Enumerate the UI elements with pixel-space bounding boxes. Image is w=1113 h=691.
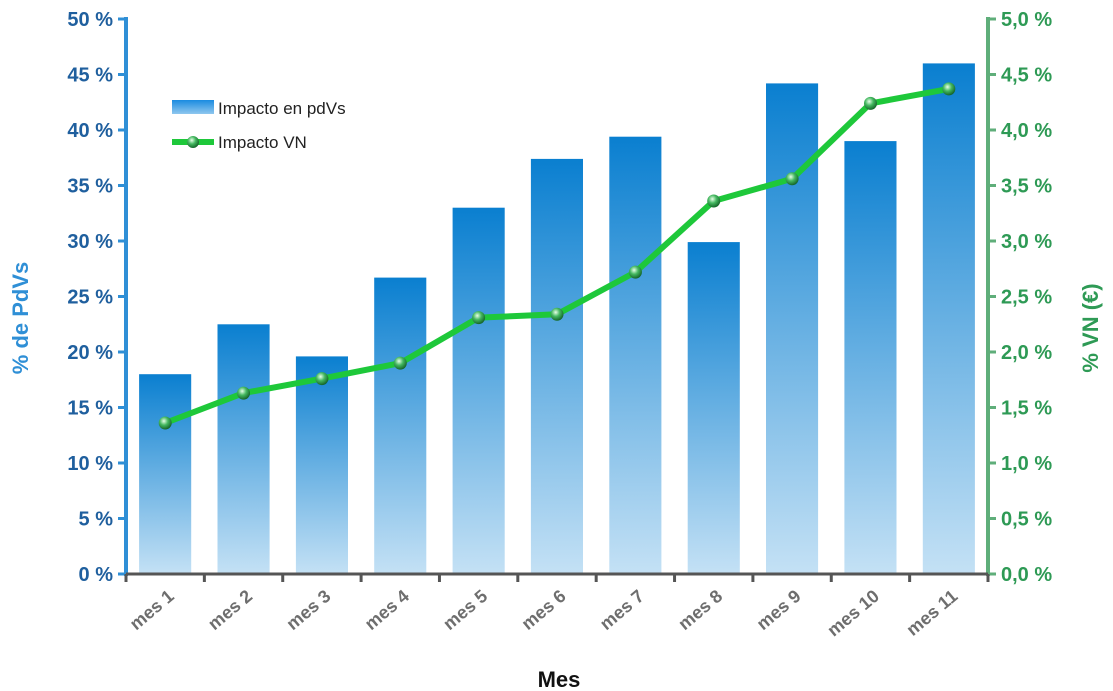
y-left-tick-label: 50 %	[67, 9, 113, 31]
vn-point-7	[628, 265, 642, 279]
y-axis-right-title: % VN (€)	[1078, 283, 1103, 372]
bar-2	[217, 324, 270, 575]
y-left-tick-label: 45 %	[67, 65, 113, 87]
y-right-tick-label: 5,0 %	[1001, 9, 1052, 31]
y-right-tick-label: 3,5 %	[1001, 176, 1052, 198]
bar-1	[139, 374, 192, 574]
legend-swatch-bars	[172, 100, 214, 114]
vn-point-5	[472, 311, 486, 325]
bar-4	[374, 277, 427, 574]
vn-point-4	[393, 356, 407, 370]
x-tick-label: mes 8	[674, 586, 726, 634]
bar-6	[530, 158, 583, 574]
y-axis-left-title: % de PdVs	[8, 262, 33, 374]
x-axis-title: Mes	[538, 667, 581, 691]
y-left-tick-label: 25 %	[67, 287, 113, 309]
y-left-tick-label: 15 %	[67, 398, 113, 420]
bar-7	[609, 136, 662, 574]
y-left-tick-label: 5 %	[79, 509, 114, 531]
x-tick-label: mes 9	[753, 586, 805, 634]
y-right-tick-label: 0,5 %	[1001, 509, 1052, 531]
bar-series	[139, 63, 975, 575]
y-right-tick-label: 4,0 %	[1001, 120, 1052, 142]
vn-point-9	[785, 172, 799, 186]
y-left-tick-label: 20 %	[67, 342, 113, 364]
vn-point-1	[158, 416, 172, 430]
x-tick-label: mes 7	[596, 586, 648, 634]
x-tick-label: mes 11	[903, 586, 962, 640]
bar-11	[922, 63, 975, 575]
y-left-tick-label: 30 %	[67, 231, 113, 253]
x-tick-label: mes 10	[823, 586, 883, 641]
bar-5	[452, 207, 505, 574]
bar-3	[295, 356, 348, 574]
y-left-tick-label: 0 %	[79, 564, 114, 586]
y-right-tick-label: 2,5 %	[1001, 287, 1052, 309]
bar-10	[844, 141, 897, 574]
legend-label-line: Impacto VN	[218, 133, 307, 152]
vn-point-2	[237, 386, 250, 400]
x-tick-label: mes 1	[126, 586, 178, 634]
legend: Impacto en pdVs Impacto VN	[172, 99, 346, 152]
x-tick-label: mes 6	[518, 586, 570, 634]
vn-point-10	[864, 96, 877, 110]
line-series	[158, 82, 956, 430]
y-left-tick-label: 40 %	[67, 120, 113, 142]
vn-point-11	[942, 82, 956, 96]
y-right-tick-label: 1,5 %	[1001, 398, 1052, 420]
legend-label-bars: Impacto en pdVs	[218, 99, 346, 118]
y-right-tick-label: 3,0 %	[1001, 231, 1052, 253]
x-tick-label: mes 2	[204, 586, 256, 634]
y-right-tick-label: 4,5 %	[1001, 65, 1052, 87]
bar-8	[687, 242, 740, 574]
y-right-tick-label: 2,0 %	[1001, 342, 1052, 364]
legend-swatch-marker	[187, 136, 199, 148]
y-left-tick-label: 35 %	[67, 176, 113, 198]
y-right-tick-label: 1,0 %	[1001, 453, 1052, 475]
bar-9	[766, 83, 819, 575]
x-tick-label: mes 4	[361, 586, 413, 634]
vn-point-6	[550, 307, 564, 321]
y-left-tick-label: 10 %	[67, 453, 113, 475]
vn-point-8	[707, 194, 721, 208]
x-tick-label: mes 5	[439, 586, 491, 634]
vn-point-3	[315, 372, 329, 386]
x-tick-label: mes 3	[283, 586, 335, 634]
y-right-tick-label: 0,0 %	[1001, 564, 1052, 586]
axes	[118, 17, 996, 582]
